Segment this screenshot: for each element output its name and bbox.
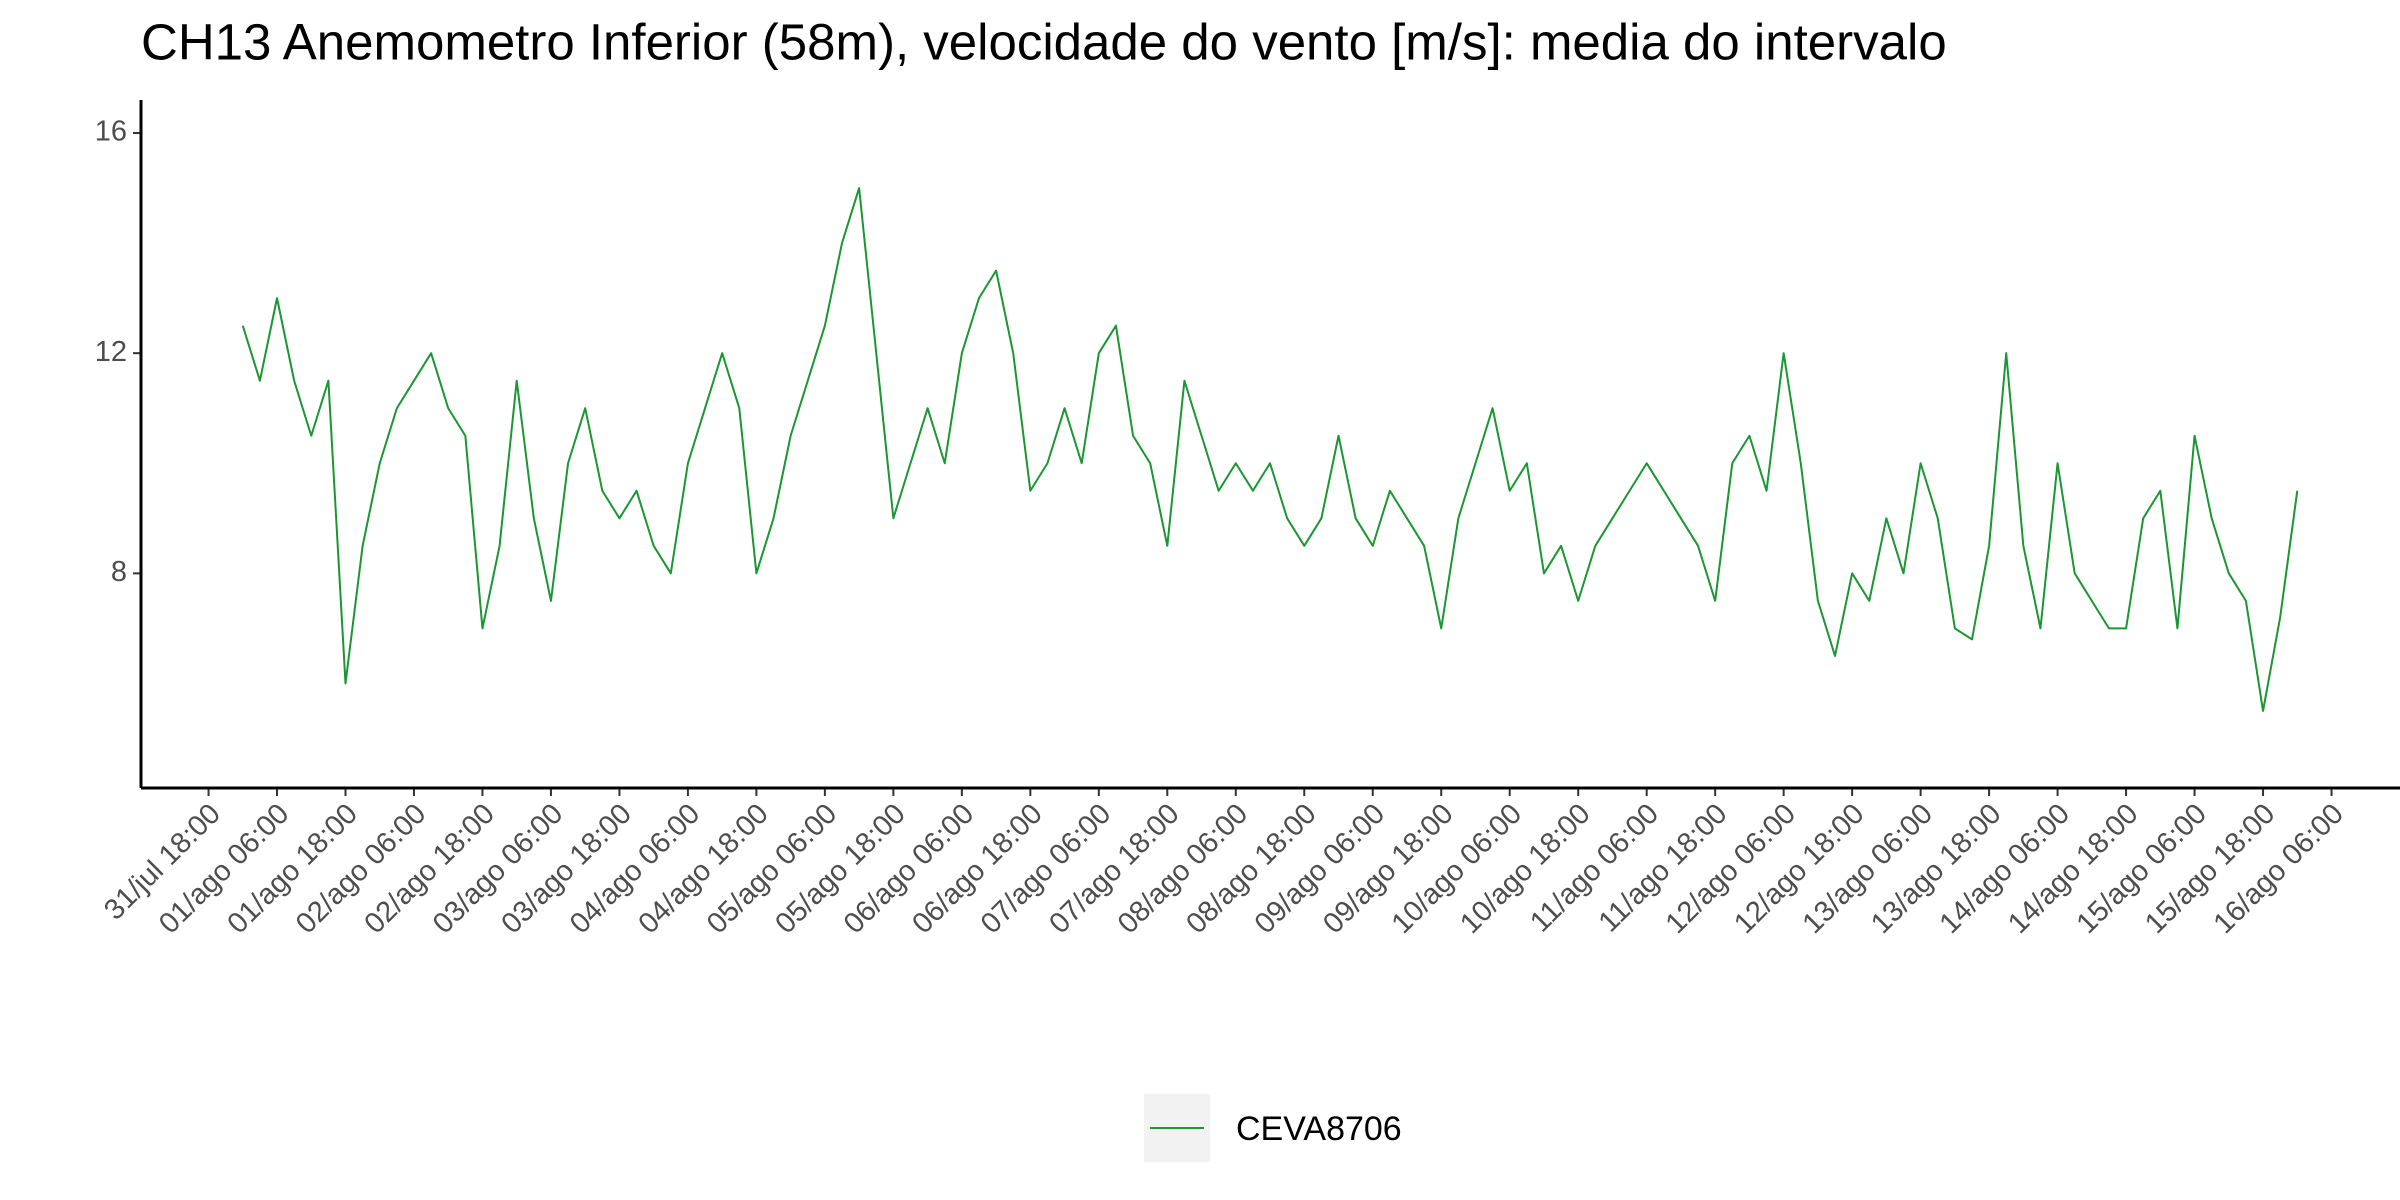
y-tick-label: 8 xyxy=(111,556,127,588)
legend-item: CEVA8706 xyxy=(1144,1094,1402,1162)
legend-label: CEVA8706 xyxy=(1236,1110,1402,1148)
series-line xyxy=(241,187,2299,712)
y-tick-label: 16 xyxy=(95,116,127,148)
chart-title: CH13 Anemometro Inferior (58m), velocida… xyxy=(141,13,1947,70)
y-tick-label: 12 xyxy=(95,336,127,368)
